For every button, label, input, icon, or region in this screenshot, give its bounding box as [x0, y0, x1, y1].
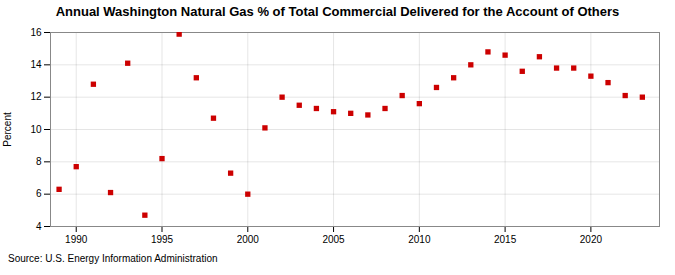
svg-text:1990: 1990 [65, 234, 88, 245]
svg-text:2000: 2000 [237, 234, 260, 245]
html-text:Annual Washington Natural Gas: Annual Washington Natural Gas % of Total… [55, 4, 620, 19]
svg-text:8: 8 [36, 156, 42, 167]
svg-text:14: 14 [30, 59, 42, 70]
svg-text:2010: 2010 [408, 234, 431, 245]
svg-text:1995: 1995 [151, 234, 174, 245]
svg-text:2005: 2005 [322, 234, 345, 245]
svg-text:4: 4 [36, 221, 42, 232]
svg-text:2015: 2015 [494, 234, 517, 245]
svg-text:Percent: Percent [2, 112, 13, 147]
svg-text:10: 10 [30, 124, 42, 135]
svg-text:12: 12 [30, 91, 42, 102]
svg-text:16: 16 [30, 27, 42, 38]
svg-text:6: 6 [36, 188, 42, 199]
svg-text:2020: 2020 [580, 234, 603, 245]
html-text:Source: U.S. Energy Informatio: Source: U.S. Energy Information Administ… [8, 253, 218, 264]
